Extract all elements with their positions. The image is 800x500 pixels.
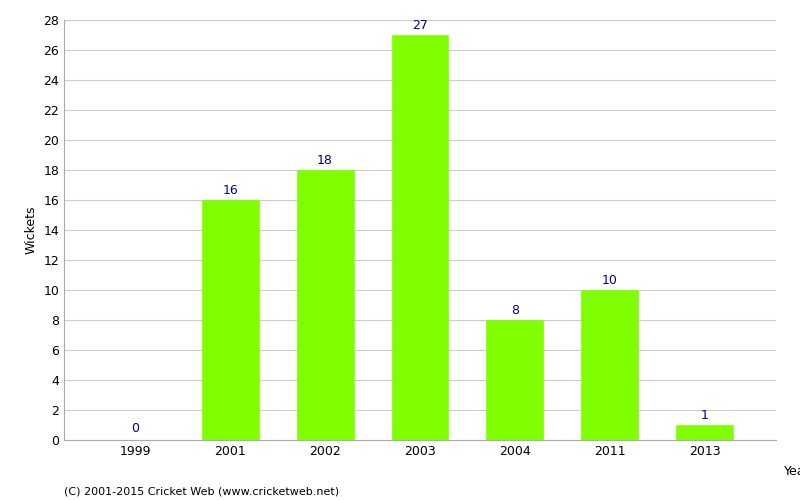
Bar <box>582 290 638 440</box>
Bar <box>297 170 354 440</box>
Text: 10: 10 <box>602 274 618 287</box>
Bar <box>391 35 449 440</box>
Text: 16: 16 <box>222 184 238 197</box>
Bar <box>202 200 258 440</box>
Y-axis label: Wickets: Wickets <box>25 206 38 254</box>
Text: (C) 2001-2015 Cricket Web (www.cricketweb.net): (C) 2001-2015 Cricket Web (www.cricketwe… <box>64 487 339 497</box>
Bar <box>486 320 543 440</box>
Bar <box>676 425 734 440</box>
Text: 0: 0 <box>131 422 139 436</box>
Text: 18: 18 <box>317 154 333 167</box>
Text: 27: 27 <box>412 19 428 32</box>
Text: 1: 1 <box>701 409 709 422</box>
X-axis label: Year: Year <box>784 465 800 478</box>
Text: 8: 8 <box>511 304 519 317</box>
